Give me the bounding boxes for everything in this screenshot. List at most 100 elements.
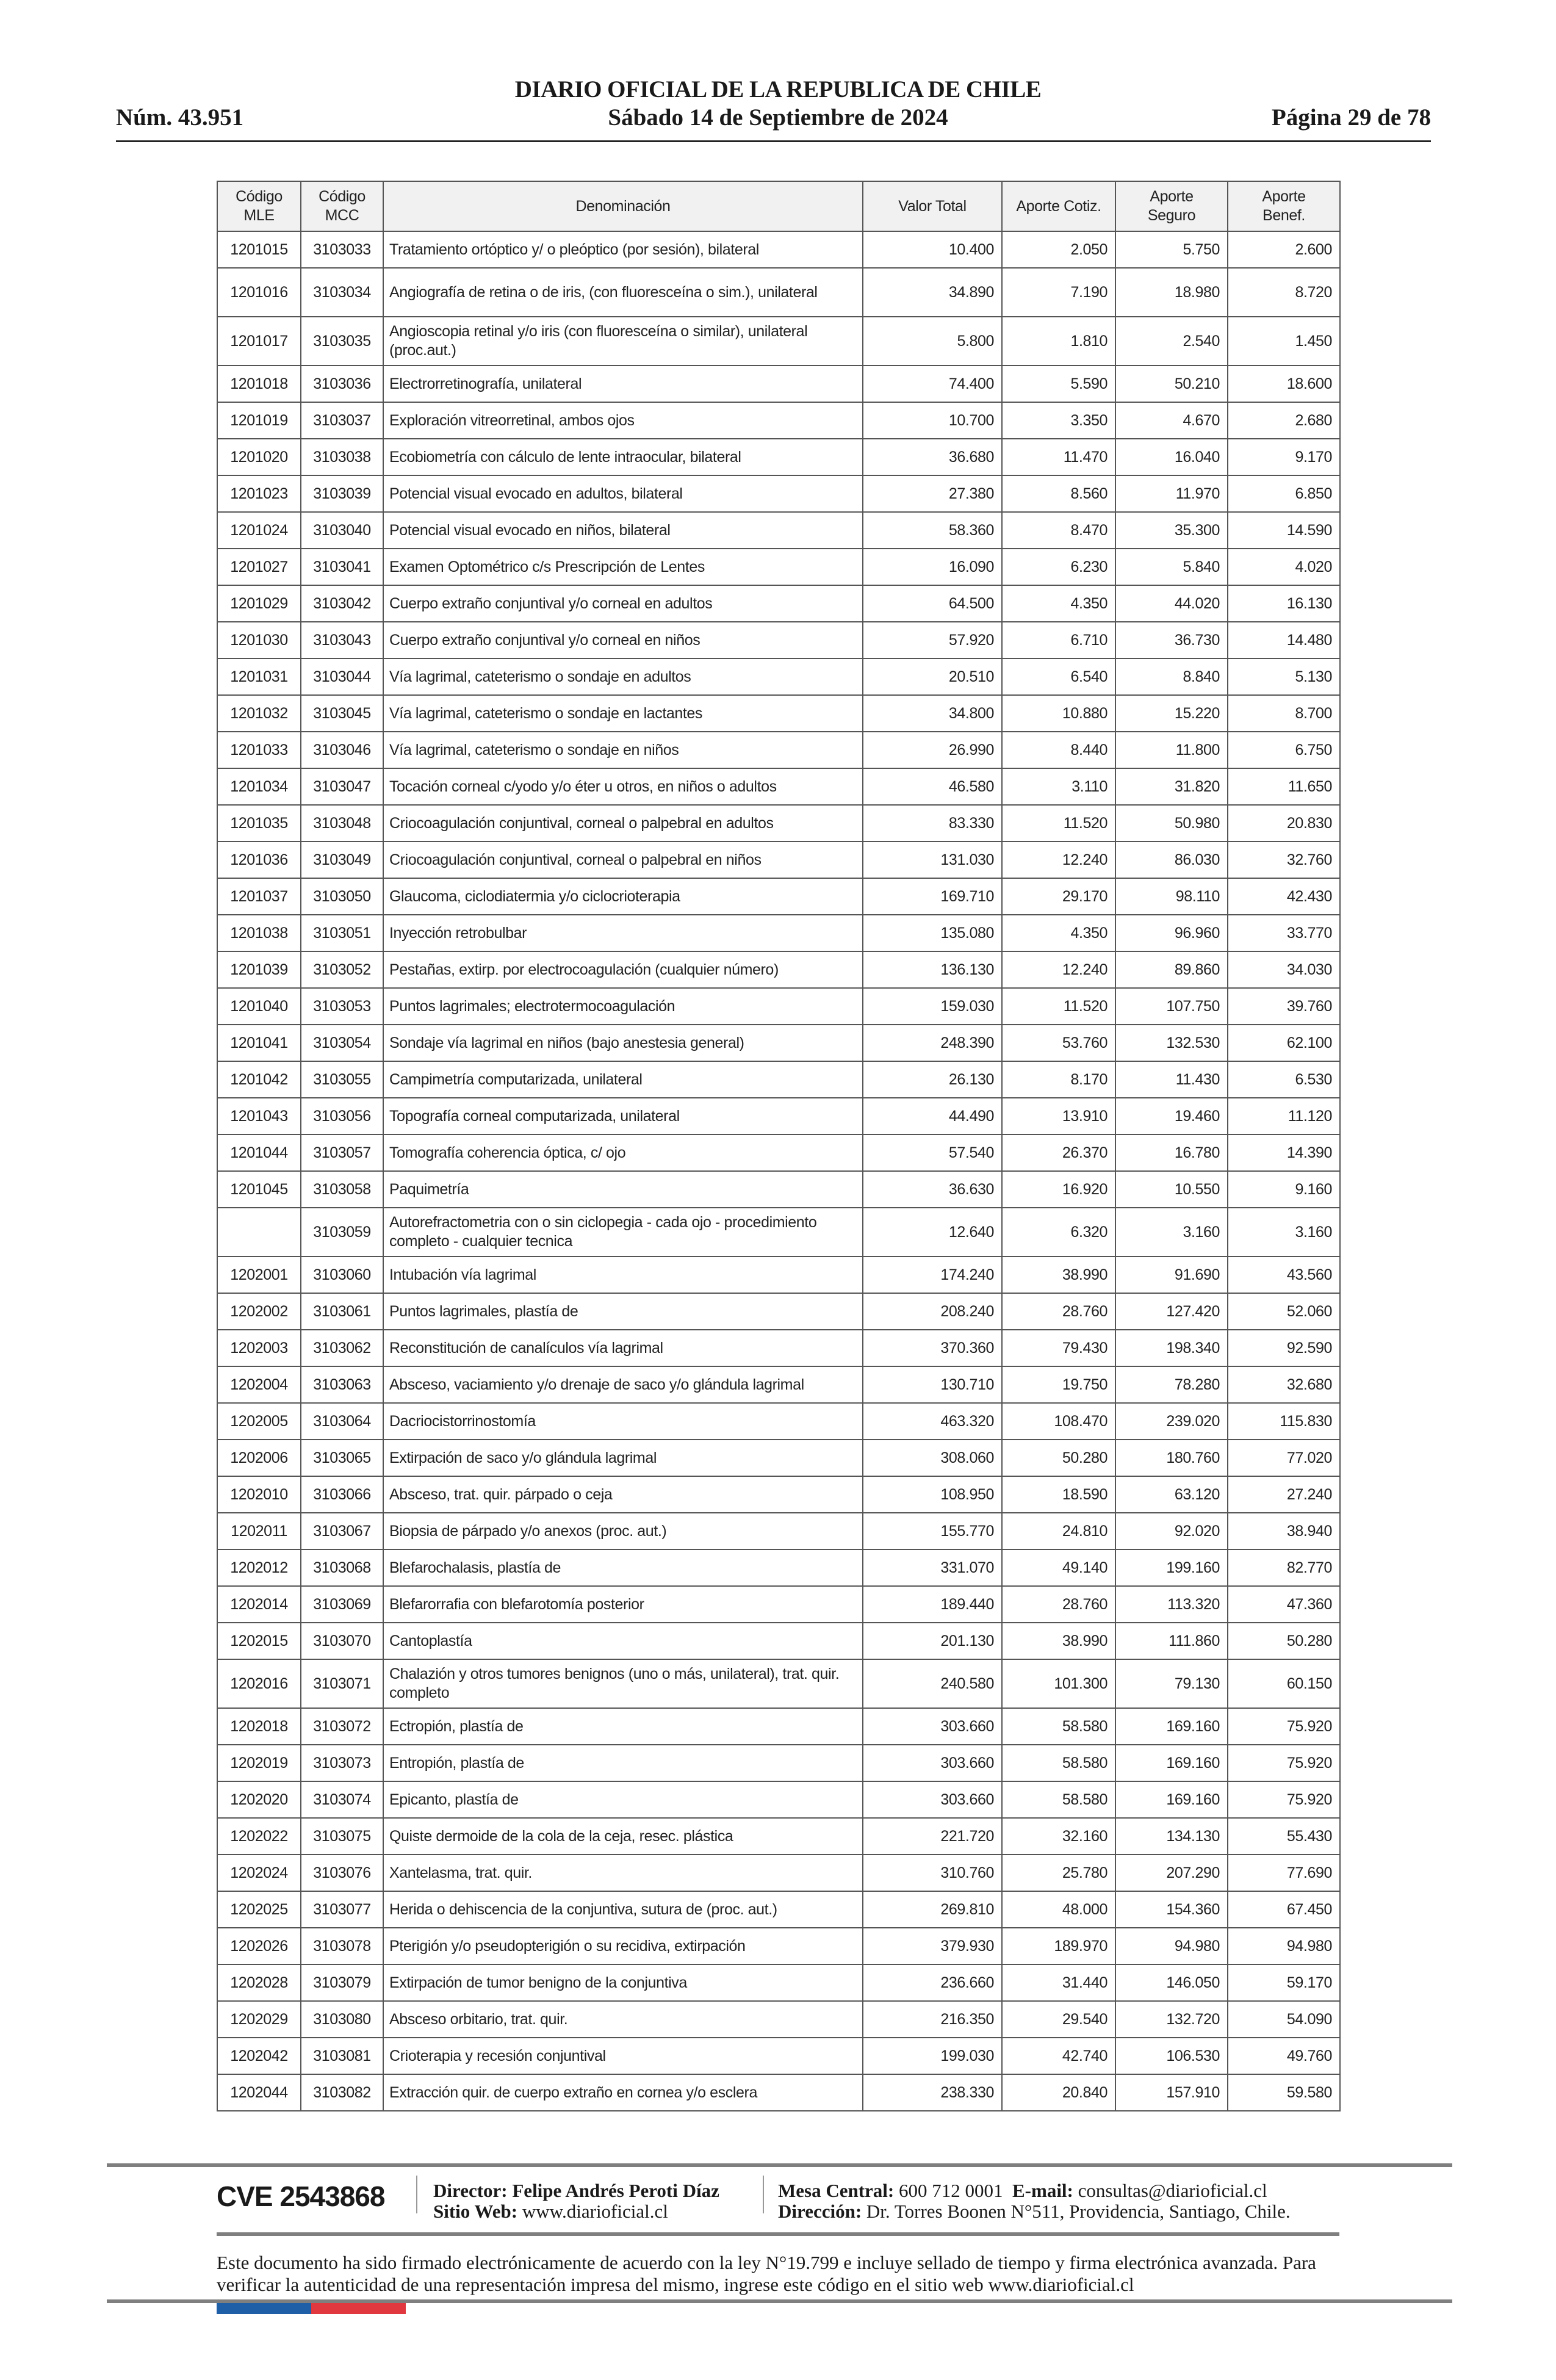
cell-aporte-cotiz: 79.430	[1001, 1329, 1116, 1367]
cell-codigo-mcc: 3103064	[300, 1402, 384, 1440]
cell-aporte-cotiz: 38.990	[1001, 1622, 1116, 1660]
cell-aporte-cotiz: 4.350	[1001, 585, 1116, 622]
cell-aporte-benef: 11.650	[1227, 768, 1341, 806]
cell-codigo-mle: 1201023	[217, 475, 301, 513]
cell-codigo-mle: 1201044	[217, 1134, 301, 1172]
cell-aporte-benef: 55.430	[1227, 1817, 1341, 1855]
cell-aporte-seguro: 19.460	[1115, 1097, 1228, 1135]
cell-codigo-mcc: 3103069	[300, 1585, 384, 1623]
table-row: 1202022 3103075 Quiste dermoide de la cola…	[217, 1817, 1341, 1855]
cell-aporte-benef: 32.760	[1227, 841, 1341, 879]
cell-codigo-mcc: 3103079	[300, 1964, 384, 2002]
table-row: 1201018 3103036 Electrorretinografía, unil…	[217, 365, 1341, 403]
cell-denominacion: Extracción quir. de cuerpo extraño en co…	[383, 2074, 863, 2111]
cell-codigo-mle: 1201032	[217, 694, 301, 732]
cell-codigo-mle: 1201015	[217, 231, 301, 269]
table-row: 1201033 3103046 Vía lagrimal, cateterismo …	[217, 731, 1341, 769]
cell-codigo-mcc: 3103046	[300, 731, 384, 769]
column-header-valor-total: Valor Total	[862, 181, 1003, 232]
cell-aporte-cotiz: 38.990	[1001, 1256, 1116, 1294]
cell-aporte-benef: 33.770	[1227, 914, 1341, 952]
cell-codigo-mcc: 3103037	[300, 402, 384, 439]
table-row: 1201038 3103051 Inyección retrobulbar 135.0…	[217, 914, 1341, 952]
cell-codigo-mle: 1202002	[217, 1293, 301, 1330]
contact-block: Mesa Central: 600 712 0001 E-mail: consu…	[778, 2180, 1291, 2222]
cell-aporte-seguro: 146.050	[1115, 1964, 1228, 2002]
cell-aporte-cotiz: 108.470	[1001, 1402, 1116, 1440]
cell-aporte-benef: 2.680	[1227, 402, 1341, 439]
cell-denominacion: Cuerpo extraño conjuntival y/o corneal e…	[383, 621, 863, 659]
cell-aporte-cotiz: 101.300	[1001, 1659, 1116, 1709]
cell-valor-total: 379.930	[862, 1927, 1003, 1965]
cell-aporte-benef: 6.530	[1227, 1061, 1341, 1098]
cell-aporte-cotiz: 7.190	[1001, 267, 1116, 317]
cell-aporte-benef: 5.130	[1227, 658, 1341, 696]
table-row: 1201037 3103050 Glaucoma, ciclodiatermia y…	[217, 878, 1341, 915]
table-row: 1201031 3103044 Vía lagrimal, cateterismo …	[217, 658, 1341, 696]
cell-valor-total: 201.130	[862, 1622, 1003, 1660]
table-row: 1202002 3103061 Puntos lagrimales, plastía…	[217, 1293, 1341, 1330]
cell-codigo-mle: 1202025	[217, 1891, 301, 1928]
table-row: 1201044 3103057 Tomografía coherencia ópti…	[217, 1134, 1341, 1172]
cell-codigo-mle: 1202029	[217, 2000, 301, 2038]
cell-valor-total: 130.710	[862, 1366, 1003, 1404]
cell-denominacion: Chalazión y otros tumores benignos (uno …	[383, 1659, 863, 1709]
table-row: 1202006 3103065 Extirpación de saco y/o gl…	[217, 1439, 1341, 1477]
legal-notice: Este documento ha sido firmado electróni…	[217, 2252, 1316, 2295]
cell-valor-total: 57.920	[862, 621, 1003, 659]
cell-aporte-seguro: 79.130	[1115, 1659, 1228, 1709]
issue-date: Sábado 14 de Septiembre de 2024	[608, 104, 948, 131]
cell-aporte-cotiz: 10.880	[1001, 694, 1116, 732]
header-divider	[116, 140, 1431, 142]
cell-aporte-benef: 42.430	[1227, 878, 1341, 915]
cell-denominacion: Inyección retrobulbar	[383, 914, 863, 952]
cell-aporte-benef: 77.690	[1227, 1854, 1341, 1892]
issue-number: Núm. 43.951	[116, 104, 244, 131]
table-row: 1201017 3103035 Angioscopia retinal y/o ir…	[217, 316, 1341, 366]
cell-codigo-mcc: 3103040	[300, 511, 384, 549]
cell-codigo-mle	[217, 1207, 301, 1257]
table-body: 1201015 3103033 Tratamiento ortóptico y/ o…	[217, 231, 1341, 2111]
cell-aporte-benef: 8.720	[1227, 267, 1341, 317]
cell-codigo-mle: 1201027	[217, 548, 301, 586]
cell-aporte-seguro: 31.820	[1115, 768, 1228, 806]
cell-codigo-mcc: 3103057	[300, 1134, 384, 1172]
cell-aporte-seguro: 50.210	[1115, 365, 1228, 403]
cell-valor-total: 57.540	[862, 1134, 1003, 1172]
table-row: 3103059 Autorefractometria con o sin cicl…	[217, 1207, 1341, 1257]
cell-valor-total: 331.070	[862, 1549, 1003, 1587]
cell-codigo-mle: 1201017	[217, 316, 301, 366]
cell-denominacion: Criocoagulación conjuntival, corneal o p…	[383, 841, 863, 879]
cell-aporte-benef: 14.390	[1227, 1134, 1341, 1172]
cell-valor-total: 159.030	[862, 987, 1003, 1025]
cell-codigo-mcc: 3103076	[300, 1854, 384, 1892]
cell-aporte-seguro: 15.220	[1115, 694, 1228, 732]
cell-codigo-mcc: 3103061	[300, 1293, 384, 1330]
footer-separator	[416, 2176, 417, 2213]
cell-codigo-mle: 1201019	[217, 402, 301, 439]
cell-codigo-mcc: 3103038	[300, 438, 384, 476]
cell-valor-total: 34.800	[862, 694, 1003, 732]
cell-denominacion: Blefarochalasis, plastía de	[383, 1549, 863, 1587]
cell-aporte-cotiz: 18.590	[1001, 1476, 1116, 1513]
cell-aporte-benef: 54.090	[1227, 2000, 1341, 2038]
cell-aporte-seguro: 132.530	[1115, 1024, 1228, 1062]
cell-denominacion: Puntos lagrimales; electrotermocoagulaci…	[383, 987, 863, 1025]
cell-codigo-mle: 1202028	[217, 1964, 301, 2002]
page-number: Página 29 de 78	[1271, 104, 1431, 131]
cell-aporte-benef: 75.920	[1227, 1707, 1341, 1745]
cell-aporte-seguro: 157.910	[1115, 2074, 1228, 2111]
web-link[interactable]: www.diarioficial.cl	[522, 2201, 668, 2222]
cell-aporte-seguro: 111.860	[1115, 1622, 1228, 1660]
cell-aporte-benef: 92.590	[1227, 1329, 1341, 1367]
cell-codigo-mle: 1201035	[217, 804, 301, 842]
cell-denominacion: Absceso, trat. quir. párpado o ceja	[383, 1476, 863, 1513]
cell-denominacion: Cuerpo extraño conjuntival y/o corneal e…	[383, 585, 863, 622]
cell-aporte-cotiz: 48.000	[1001, 1891, 1116, 1928]
cell-aporte-benef: 32.680	[1227, 1366, 1341, 1404]
cell-aporte-benef: 82.770	[1227, 1549, 1341, 1587]
table-row: 1201019 3103037 Exploración vitreorretinal…	[217, 402, 1341, 439]
email-link[interactable]: consultas@diarioficial.cl	[1078, 2180, 1267, 2201]
cell-codigo-mle: 1202024	[217, 1854, 301, 1892]
cell-aporte-benef: 38.940	[1227, 1512, 1341, 1550]
